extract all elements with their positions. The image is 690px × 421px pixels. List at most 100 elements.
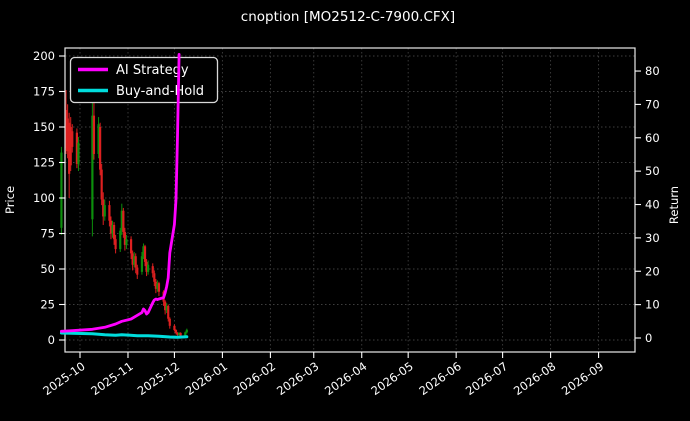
left-tick-label: 50: [40, 262, 55, 276]
candle-body-down: [112, 224, 116, 240]
plot-border: [64, 47, 636, 353]
candle: [77, 136, 80, 172]
candle-body-up: [133, 256, 136, 265]
candle: [102, 192, 105, 225]
candle: [108, 200, 111, 227]
candle: [60, 146, 63, 235]
candle-body-down: [176, 332, 179, 335]
candle: [174, 329, 178, 335]
candle-body-down: [145, 261, 148, 272]
candle: [114, 234, 117, 254]
candle-body-up: [184, 332, 187, 336]
candle: [122, 207, 125, 238]
candle-body-up: [103, 205, 106, 217]
candle: [75, 128, 79, 169]
right-tick-label: 20: [645, 264, 660, 278]
candle: [173, 324, 176, 332]
left-tick-label: 25: [40, 298, 55, 312]
candle: [100, 163, 103, 206]
candle: [133, 251, 136, 268]
candle-body-down: [100, 169, 103, 200]
chart-title: cnoption [MO2512-C-7900.CFX]: [241, 9, 455, 25]
legend-label: Buy-and-Hold: [116, 84, 204, 99]
candle: [156, 280, 159, 292]
candle-body-down: [109, 220, 113, 234]
candle: [131, 250, 134, 271]
buy-and-hold-line: [59, 331, 189, 339]
candle-body-up: [140, 256, 144, 272]
candle-body-down: [99, 127, 102, 170]
right-tick-label: 50: [645, 164, 660, 178]
candle-body-down: [64, 109, 68, 149]
candle: [164, 300, 167, 315]
candle: [111, 220, 114, 238]
right-axis-label: Return: [667, 186, 681, 224]
candle-body-up: [120, 210, 123, 231]
right-tick-label: 0: [645, 331, 652, 345]
ai-strategy-line: [60, 53, 181, 333]
candle-body-down: [69, 127, 72, 166]
candle-body-down: [157, 283, 161, 292]
return-lines: [59, 53, 189, 339]
candle: [176, 332, 179, 336]
candle-body-up: [91, 115, 94, 220]
left-tick-label: 75: [40, 227, 55, 241]
candle: [151, 263, 154, 278]
candle-body-down: [114, 239, 117, 250]
candle: [66, 104, 69, 159]
candle-body-down: [131, 253, 134, 265]
candle: [165, 303, 168, 314]
candle-body-down: [173, 325, 176, 331]
candle: [140, 251, 144, 275]
candle-body-down: [143, 246, 147, 262]
left-tick-label: 200: [33, 49, 55, 63]
candle-body-down: [154, 281, 157, 289]
left-tick-label: 0: [48, 333, 55, 347]
candle: [145, 259, 148, 277]
candle: [143, 244, 147, 267]
candle-body-down: [75, 132, 79, 164]
left-tick-label: 125: [33, 156, 55, 170]
candle: [68, 112, 71, 198]
candle-body-down: [168, 318, 171, 326]
candle: [120, 203, 123, 235]
candle-body-down: [136, 267, 139, 275]
candle-body-up: [185, 329, 188, 333]
candle-body-down: [153, 273, 156, 282]
candle-body-down: [151, 266, 154, 274]
legend: AI Strategy Buy-and-Hold: [69, 56, 219, 104]
candle: [97, 117, 100, 159]
candle: [153, 270, 156, 287]
candle-body-up: [165, 305, 168, 311]
candle: [92, 98, 96, 160]
candle: [184, 331, 187, 336]
candle: [147, 260, 150, 275]
candle: [129, 236, 133, 260]
grid-lines: [65, 48, 635, 352]
plot-spine: [64, 47, 636, 353]
candle-body-down: [122, 210, 125, 233]
candle: [157, 281, 161, 296]
candle-body-up: [177, 332, 181, 335]
candle-body-up: [125, 239, 128, 245]
candle-body-down: [129, 239, 133, 254]
candle-body-up: [77, 142, 80, 164]
right-tick-label: 60: [645, 131, 660, 145]
candle-body-down: [164, 301, 167, 311]
candle: [142, 243, 145, 260]
candle-body-down: [179, 332, 182, 336]
right-tick-label: 70: [645, 97, 660, 111]
right-tick-label: 10: [645, 298, 660, 312]
right-tick-label: 80: [645, 64, 660, 78]
candle-body-down: [66, 118, 69, 152]
candle-body-up: [142, 246, 145, 257]
candlestick-series: [60, 90, 188, 337]
candle-body-up: [97, 124, 100, 154]
candle: [71, 124, 74, 153]
left-tick-label: 100: [33, 191, 55, 205]
candle-body-down: [92, 115, 96, 154]
candle-body-down: [102, 199, 105, 217]
candle: [119, 227, 122, 252]
candle: [125, 234, 128, 250]
